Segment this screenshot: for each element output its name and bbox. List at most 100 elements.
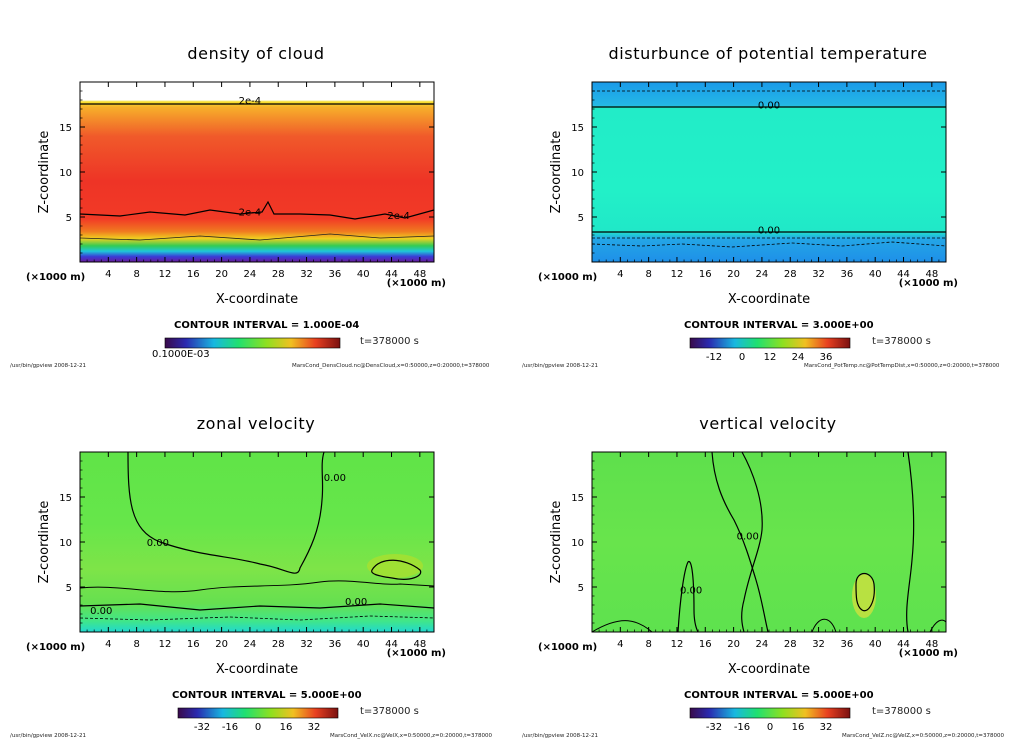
contour-line: [79, 615, 435, 621]
x-axis-label: X-coordinate: [728, 662, 810, 677]
x-unit-label: (×1000 m): [387, 278, 446, 289]
contour-label: 0.00: [680, 586, 702, 597]
x-tick-label: 16: [187, 269, 200, 280]
contour-line: [127, 451, 325, 574]
colorbar-tick-label: 36: [820, 352, 833, 363]
contour-line: [371, 559, 422, 580]
plot-field: [592, 452, 946, 632]
x-tick-label: 24: [244, 269, 257, 280]
y-tick-label: 10: [59, 168, 72, 179]
x-tick-label: 28: [272, 639, 285, 650]
y-axis-label: Z-coordinate: [549, 501, 564, 584]
colorbar-tick-label: -12: [706, 352, 722, 363]
y-tick-label: 10: [59, 538, 72, 549]
colorbar-tick-label: 32: [308, 722, 321, 733]
contour-interval-label: CONTOUR INTERVAL = 3.000E+00: [684, 320, 874, 331]
x-tick-label: 16: [699, 269, 712, 280]
plot-field: [80, 452, 434, 632]
y-axis-label: Z-coordinate: [37, 131, 52, 214]
footer-left: /usr/bin/gpview 2008-12-21: [522, 733, 599, 739]
y-tick-label: 10: [571, 168, 584, 179]
x-tick-label: 12: [159, 639, 172, 650]
contour-line: [79, 580, 435, 593]
x-tick-label: 32: [812, 269, 825, 280]
footer-right: MarsCond_DensCloud.nc@DensCloud,x=0:5000…: [292, 363, 490, 369]
x-tick-label: 12: [671, 269, 684, 280]
contour-label: 2e-4: [239, 96, 262, 107]
x-tick-label: 36: [329, 269, 342, 280]
time-label: t=378000 s: [872, 706, 931, 717]
x-tick-label: 8: [645, 639, 651, 650]
contour-line: [855, 572, 875, 612]
y-tick-label: 5: [578, 213, 584, 224]
x-tick-label: 24: [756, 269, 769, 280]
chart-title: zonal velocity: [196, 414, 316, 433]
contour-line: [906, 451, 915, 633]
plot-field: [80, 82, 434, 262]
footer-left: /usr/bin/gpview 2008-12-21: [10, 363, 87, 369]
contour-line: [79, 603, 435, 611]
x-tick-label: 32: [812, 639, 825, 650]
x-unit-label: (×1000 m): [899, 278, 958, 289]
colorbar-tick-label: -32: [194, 722, 210, 733]
colorbar: [689, 707, 851, 719]
x-tick-label: 4: [617, 269, 623, 280]
x-tick-label: 28: [784, 639, 797, 650]
x-unit-label: (×1000 m): [538, 272, 597, 283]
colorbar-tick-label: 12: [764, 352, 777, 363]
y-tick-label: 5: [66, 213, 72, 224]
colorbar-tick-label: -16: [222, 722, 238, 733]
x-tick-label: 8: [133, 639, 139, 650]
contour-label: 0.00: [147, 538, 169, 549]
chart-title: disturbunce of potential temperature: [608, 44, 928, 63]
x-tick-label: 40: [869, 269, 882, 280]
chart-title: density of cloud: [187, 44, 325, 63]
colorbar-tick-label: 24: [792, 352, 805, 363]
contour-line: [79, 233, 435, 241]
x-tick-label: 12: [159, 269, 172, 280]
x-tick-label: 44: [385, 269, 398, 280]
x-tick-label: 16: [187, 639, 200, 650]
x-unit-label: (×1000 m): [899, 648, 958, 659]
jet-core: [367, 554, 423, 578]
y-axis-label: Z-coordinate: [549, 131, 564, 214]
x-tick-label: 8: [645, 269, 651, 280]
contour-label: 2e-4: [387, 211, 410, 222]
x-tick-label: 4: [105, 269, 111, 280]
y-tick-label: 5: [66, 583, 72, 594]
colorbar: [177, 707, 339, 719]
colorbar-tick-label: 0: [255, 722, 261, 733]
x-tick-label: 44: [897, 639, 910, 650]
x-axis-label: X-coordinate: [216, 292, 298, 307]
colorbar-tick-label: -32: [706, 722, 722, 733]
x-tick-label: 40: [869, 639, 882, 650]
x-unit-label: (×1000 m): [387, 648, 446, 659]
contour-interval-label: CONTOUR INTERVAL = 1.000E-04: [174, 320, 360, 331]
chart-title: vertical velocity: [699, 414, 837, 433]
x-tick-label: 4: [105, 639, 111, 650]
panel-pottemp: disturbunce of potential temperature: [512, 0, 1024, 370]
contour-line: [677, 561, 699, 633]
x-tick-label: 20: [215, 639, 228, 650]
colorbar-tick-label: 0: [767, 722, 773, 733]
contour-label: 0.00: [737, 532, 759, 543]
footer-left: /usr/bin/gpview 2008-12-21: [522, 363, 599, 369]
colorbar-tick-label: 16: [280, 722, 293, 733]
x-tick-label: 28: [784, 269, 797, 280]
x-axis-label: X-coordinate: [728, 292, 810, 307]
x-tick-label: 24: [756, 639, 769, 650]
x-tick-label: 32: [300, 639, 313, 650]
x-tick-label: 8: [133, 269, 139, 280]
contour-interval-label: CONTOUR INTERVAL = 5.000E+00: [684, 690, 874, 701]
panel-cloud: density of cloud: [0, 0, 512, 370]
contour-label: 0.00: [345, 597, 367, 608]
time-label: t=378000 s: [360, 706, 419, 717]
x-unit-label: (×1000 m): [26, 642, 85, 653]
x-tick-label: 48: [413, 639, 426, 650]
footer-left: /usr/bin/gpview 2008-12-21: [10, 733, 87, 739]
footer-right: MarsCond_VelX.nc@VelX,x=0:50000,z=0:2000…: [330, 733, 493, 739]
y-axis-label: Z-coordinate: [37, 501, 52, 584]
colorbar: [689, 337, 851, 349]
